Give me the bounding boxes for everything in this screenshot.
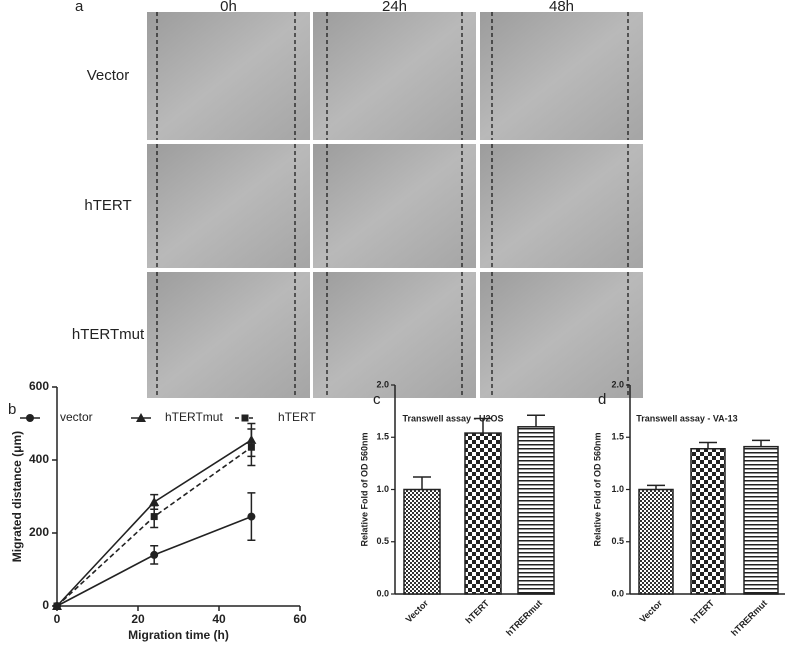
microscopy-image <box>480 144 643 268</box>
y-tick-label: 2.0 <box>611 379 624 389</box>
x-tick-label: Vector <box>404 598 431 625</box>
x-tick-label: hTERT <box>464 598 492 626</box>
x-tick-label: hTRERmut <box>729 598 769 638</box>
bar <box>743 445 779 595</box>
marker <box>150 513 158 521</box>
row-label: hTERTmut <box>72 326 145 343</box>
chart-title: Transwell assay - U2OS <box>402 413 503 423</box>
y-tick-label: 1.0 <box>376 484 389 494</box>
y-tick-label: 1.5 <box>376 432 389 442</box>
y-tick-label: 0.5 <box>611 536 624 546</box>
microscopy-image <box>313 272 476 398</box>
error-bar <box>527 414 545 427</box>
legend-label: hTERTmut <box>165 410 223 424</box>
row-label: Vector <box>87 67 130 84</box>
error-bar <box>413 476 431 490</box>
y-tick-label: 0.0 <box>611 588 624 598</box>
microscopy-image <box>147 144 310 268</box>
x-tick-label: hTRERmut <box>504 598 544 638</box>
x-tick-label: 20 <box>131 612 145 626</box>
error-bar <box>752 439 770 447</box>
marker <box>53 602 61 610</box>
y-axis-label: Migrated distance (μm) <box>10 431 24 562</box>
x-tick-label: 0 <box>54 612 61 626</box>
marker <box>149 496 160 506</box>
x-tick-label: hTERT <box>689 598 717 626</box>
error-bar <box>699 441 717 449</box>
microscopy-image <box>313 12 476 140</box>
bar <box>517 426 555 595</box>
y-tick-label: 0.0 <box>376 588 389 598</box>
bar <box>638 488 674 595</box>
bar <box>403 488 441 595</box>
y-tick-label: 2.0 <box>376 379 389 389</box>
panel-label: d <box>598 391 606 408</box>
y-tick-label: 0.5 <box>376 536 389 546</box>
marker <box>241 414 249 422</box>
y-axis-label: Relative Fold of OD 560nm <box>592 432 602 546</box>
marker <box>150 550 159 559</box>
marker <box>26 414 34 422</box>
panel-label: b <box>8 401 16 418</box>
x-tick-label: Vector <box>638 598 665 625</box>
chart-title: Transwell assay - VA-13 <box>636 413 737 423</box>
legend-label: vector <box>60 410 93 424</box>
y-tick-label: 1.0 <box>611 484 624 494</box>
column-label: 0h <box>220 0 237 15</box>
column-label: 48h <box>549 0 574 15</box>
panel-label: a <box>75 0 84 15</box>
microscopy-image <box>147 12 310 140</box>
row-label: hTERT <box>84 197 131 214</box>
error-bar <box>474 417 492 434</box>
microscopy-image <box>480 12 643 140</box>
bar <box>690 447 726 595</box>
y-tick-label: 1.5 <box>611 432 624 442</box>
microscopy-image <box>147 272 310 398</box>
y-tick-label: 400 <box>29 452 49 466</box>
x-tick-label: 60 <box>293 612 307 626</box>
marker <box>247 512 256 521</box>
marker <box>136 413 146 422</box>
y-tick-label: 200 <box>29 525 49 539</box>
x-axis-label: Migration time (h) <box>128 628 229 642</box>
microscopy-image <box>480 272 643 398</box>
y-axis-label: Relative Fold of OD 560nm <box>359 432 369 546</box>
y-tick-label: 600 <box>29 379 49 393</box>
panel-label: c <box>373 391 381 408</box>
bar <box>464 432 502 595</box>
column-label: 24h <box>382 0 407 15</box>
legend-label: hTERT <box>278 410 316 424</box>
microscopy-image <box>313 144 476 268</box>
marker <box>247 443 255 451</box>
y-tick-label: 0 <box>42 598 49 612</box>
x-tick-label: 40 <box>212 612 226 626</box>
